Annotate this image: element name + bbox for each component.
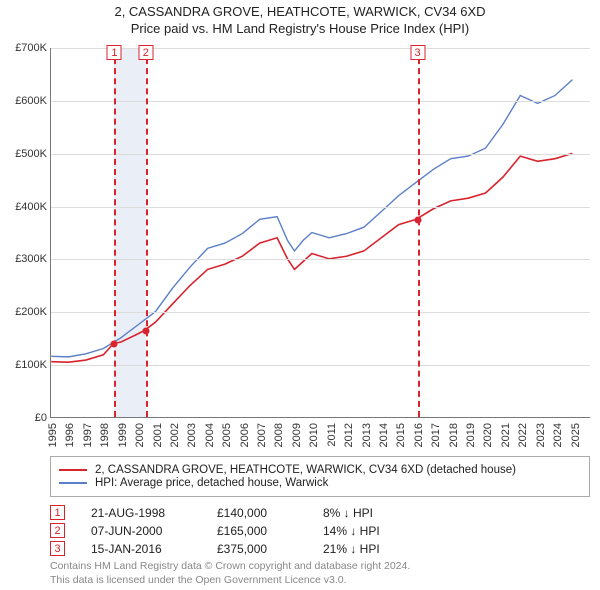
- x-axis-label: 2019: [465, 423, 477, 447]
- sale-vline: [146, 48, 148, 417]
- chart-plot-area: £0£100K£200K£300K£400K£500K£600K£700K199…: [50, 48, 590, 418]
- x-axis-label: 2015: [395, 423, 407, 447]
- y-axis-label: £400K: [15, 201, 47, 213]
- footer-attribution: Contains HM Land Registry data © Crown c…: [50, 560, 590, 587]
- legend-swatch: [59, 469, 87, 471]
- sale-price: £375,000: [217, 542, 297, 556]
- x-axis-label: 2002: [169, 423, 181, 447]
- gridline-horizontal: [51, 101, 590, 102]
- sale-vline: [418, 48, 420, 417]
- gridline-horizontal: [51, 207, 590, 208]
- legend-item: HPI: Average price, detached house, Warw…: [59, 477, 581, 489]
- sale-pct-vs-hpi: 14% ↓ HPI: [323, 524, 380, 538]
- y-axis-label: £0: [35, 412, 47, 424]
- sale-row-marker: 1: [50, 505, 65, 520]
- x-axis-label: 2025: [570, 423, 582, 447]
- sale-row: 3 15-JAN-2016 £375,000 21% ↓ HPI: [50, 541, 590, 556]
- legend-swatch: [59, 482, 87, 484]
- footer-line: Contains HM Land Registry data © Crown c…: [50, 560, 590, 574]
- legend-label: 2, CASSANDRA GROVE, HEATHCOTE, WARWICK, …: [95, 464, 516, 476]
- x-axis-label: 2001: [152, 423, 164, 447]
- sale-date: 15-JAN-2016: [91, 542, 191, 556]
- x-axis-label: 2021: [500, 423, 512, 447]
- sale-dot: [142, 327, 149, 334]
- x-axis-label: 2014: [378, 423, 390, 447]
- x-axis-label: 2012: [343, 423, 355, 447]
- x-axis-label: 2007: [256, 423, 268, 447]
- x-axis-label: 1996: [64, 423, 76, 447]
- sale-price: £140,000: [217, 506, 297, 520]
- sale-date: 07-JUN-2000: [91, 524, 191, 538]
- sale-row: 1 21-AUG-1998 £140,000 8% ↓ HPI: [50, 505, 590, 520]
- x-axis-label: 2022: [517, 423, 529, 447]
- x-axis-label: 2024: [552, 423, 564, 447]
- sale-dot: [414, 216, 421, 223]
- sale-marker: 3: [410, 45, 425, 60]
- legend-label: HPI: Average price, detached house, Warw…: [95, 477, 328, 489]
- sale-row-marker: 3: [50, 541, 65, 556]
- footer-line: This data is licensed under the Open Gov…: [50, 574, 590, 588]
- x-axis-label: 2006: [239, 423, 251, 447]
- title-subtitle: Price paid vs. HM Land Registry's House …: [0, 21, 600, 36]
- x-axis-label: 2013: [361, 423, 373, 447]
- y-axis-label: £100K: [15, 359, 47, 371]
- x-axis-label: 1997: [82, 423, 94, 447]
- x-axis-label: 2011: [326, 423, 338, 447]
- legend-item: 2, CASSANDRA GROVE, HEATHCOTE, WARWICK, …: [59, 464, 581, 476]
- legend-box: 2, CASSANDRA GROVE, HEATHCOTE, WARWICK, …: [50, 456, 590, 497]
- x-axis-label: 2018: [448, 423, 460, 447]
- x-axis-label: 2005: [221, 423, 233, 447]
- sale-dot: [111, 341, 118, 348]
- x-axis-label: 2023: [535, 423, 547, 447]
- y-axis-label: £700K: [15, 42, 47, 54]
- line-hpi: [51, 80, 572, 357]
- sales-table: 1 21-AUG-1998 £140,000 8% ↓ HPI 2 07-JUN-2000…: [50, 502, 590, 559]
- sale-pct-vs-hpi: 21% ↓ HPI: [323, 542, 380, 556]
- y-axis-label: £200K: [15, 306, 47, 318]
- sale-row: 2 07-JUN-2000 £165,000 14% ↓ HPI: [50, 523, 590, 538]
- x-axis-label: 2020: [482, 423, 494, 447]
- x-axis-label: 2008: [273, 423, 285, 447]
- gridline-horizontal: [51, 154, 590, 155]
- x-axis-label: 2010: [308, 423, 320, 447]
- x-axis-label: 2000: [134, 423, 146, 447]
- y-axis-label: £500K: [15, 148, 47, 160]
- sale-row-marker: 2: [50, 523, 65, 538]
- x-axis-label: 2016: [413, 423, 425, 447]
- gridline-horizontal: [51, 365, 590, 366]
- x-axis-label: 1995: [47, 423, 59, 447]
- gridline-horizontal: [51, 312, 590, 313]
- y-axis-label: £600K: [15, 95, 47, 107]
- gridline-horizontal: [51, 259, 590, 260]
- chart-lines-svg: [51, 48, 590, 417]
- x-axis-label: 1999: [117, 423, 129, 447]
- x-axis-label: 2017: [430, 423, 442, 447]
- x-axis-label: 1998: [99, 423, 111, 447]
- gridline-horizontal: [51, 48, 590, 49]
- x-axis-label: 2004: [204, 423, 216, 447]
- chart-titles: 2, CASSANDRA GROVE, HEATHCOTE, WARWICK, …: [0, 0, 600, 36]
- sale-vline: [114, 48, 116, 417]
- y-axis-label: £300K: [15, 253, 47, 265]
- sale-date: 21-AUG-1998: [91, 506, 191, 520]
- sale-price: £165,000: [217, 524, 297, 538]
- title-address: 2, CASSANDRA GROVE, HEATHCOTE, WARWICK, …: [0, 4, 600, 19]
- x-axis-label: 2003: [186, 423, 198, 447]
- sale-marker: 2: [138, 45, 153, 60]
- sale-pct-vs-hpi: 8% ↓ HPI: [323, 506, 373, 520]
- sale-marker: 1: [107, 45, 122, 60]
- x-axis-label: 2009: [291, 423, 303, 447]
